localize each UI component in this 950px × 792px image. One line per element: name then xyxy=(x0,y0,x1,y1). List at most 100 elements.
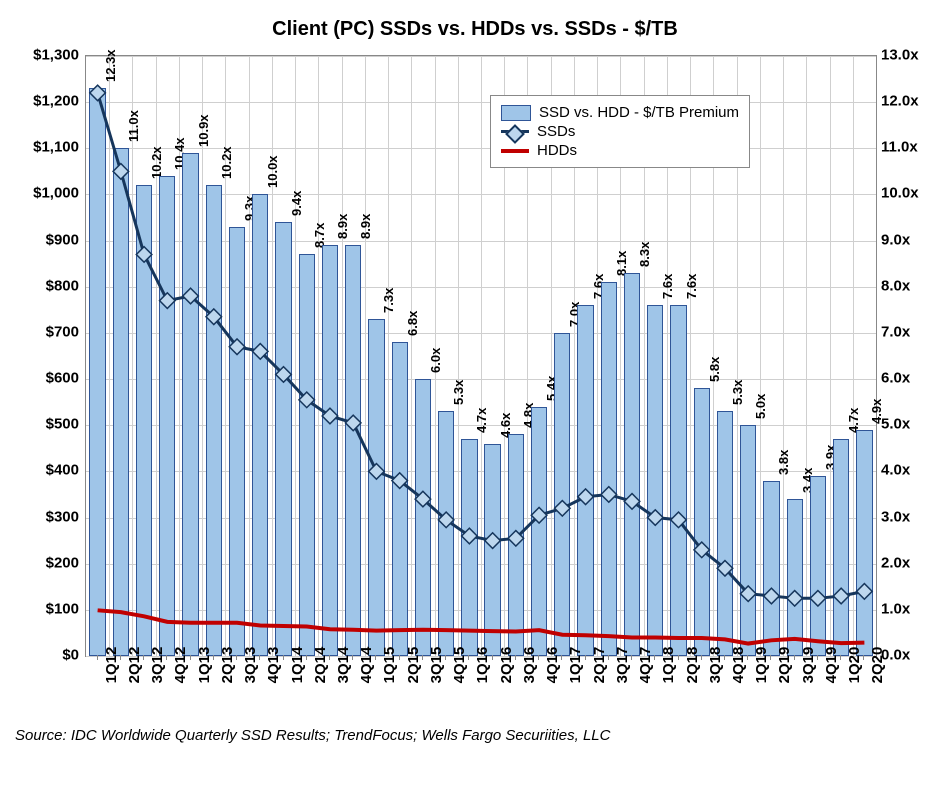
y-right-tick: 13.0x xyxy=(875,47,919,64)
bar xyxy=(787,499,803,656)
x-tick: 2Q13 xyxy=(219,647,236,684)
x-tick: 4Q12 xyxy=(172,647,189,684)
x-tick: 3Q16 xyxy=(521,647,538,684)
y-right-tick: 9.0x xyxy=(875,231,910,248)
legend: SSD vs. HDD - $/TB Premium SSDs HDDs xyxy=(490,95,750,168)
bar xyxy=(368,319,384,656)
y-right-tick: 11.0x xyxy=(875,139,918,156)
bar-label: 5.3x xyxy=(451,380,466,405)
y-left-tick: $700 xyxy=(46,323,85,340)
source-text: Source: IDC Worldwide Quarterly SSD Resu… xyxy=(15,727,610,744)
y-left-tick: $400 xyxy=(46,462,85,479)
bar xyxy=(299,254,315,656)
x-tick: 1Q19 xyxy=(753,647,770,684)
bar-label: 5.3x xyxy=(730,380,745,405)
bar xyxy=(159,176,175,656)
y-left-tick: $1,200 xyxy=(33,93,85,110)
x-tick: 4Q16 xyxy=(544,647,561,684)
y-right-tick: 10.0x xyxy=(875,185,919,202)
bar-label: 9.4x xyxy=(289,191,304,216)
y-axis-left: $0$100$200$300$400$500$600$700$800$900$1… xyxy=(0,55,85,655)
x-tick: 1Q12 xyxy=(103,647,120,684)
x-tick: 3Q19 xyxy=(800,647,817,684)
bar xyxy=(531,407,547,656)
bar-label: 6.0x xyxy=(428,348,443,373)
x-tick: 3Q12 xyxy=(149,647,166,684)
bar-label: 10.0x xyxy=(265,156,280,189)
x-tick: 2Q12 xyxy=(126,647,143,684)
x-tick: 2Q15 xyxy=(405,647,422,684)
chart-title: Client (PC) SSDs vs. HDDs vs. SSDs - $/T… xyxy=(0,0,950,41)
y-right-tick: 8.0x xyxy=(875,277,910,294)
bar xyxy=(206,185,222,656)
y-left-tick: $1,000 xyxy=(33,185,85,202)
legend-label-ssds: SSDs xyxy=(537,123,575,140)
x-tick: 2Q18 xyxy=(684,647,701,684)
bar xyxy=(252,194,268,656)
x-tick: 1Q15 xyxy=(381,647,398,684)
y-right-tick: 7.0x xyxy=(875,323,910,340)
bar xyxy=(438,411,454,656)
bar xyxy=(740,425,756,656)
y-left-tick: $100 xyxy=(46,600,85,617)
x-tick: 3Q14 xyxy=(335,647,352,684)
x-tick: 1Q17 xyxy=(567,647,584,684)
y-left-tick: $0 xyxy=(62,647,85,664)
bar xyxy=(833,439,849,656)
bar-label: 7.6x xyxy=(660,274,675,299)
x-tick: 1Q16 xyxy=(474,647,491,684)
bar-label: 12.3x xyxy=(103,50,118,83)
bar xyxy=(694,388,710,656)
bar xyxy=(647,305,663,656)
bar xyxy=(182,153,198,656)
y-left-tick: $200 xyxy=(46,554,85,571)
bar xyxy=(113,148,129,656)
bar xyxy=(136,185,152,656)
bar-label: 7.6x xyxy=(684,274,699,299)
x-tick: 4Q18 xyxy=(730,647,747,684)
x-tick: 2Q19 xyxy=(776,647,793,684)
bar-label: 4.7x xyxy=(474,408,489,433)
bar xyxy=(345,245,361,656)
y-left-tick: $900 xyxy=(46,231,85,248)
bar xyxy=(89,88,105,656)
bar xyxy=(717,411,733,656)
bar-label: 10.2x xyxy=(219,147,234,180)
bar xyxy=(624,273,640,656)
chart-container: { "title": "Client (PC) SSDs vs. HDDs vs… xyxy=(0,0,950,792)
legend-label-hdds: HDDs xyxy=(537,142,577,159)
x-tick: 2Q17 xyxy=(591,647,608,684)
x-tick: 4Q15 xyxy=(451,647,468,684)
bar xyxy=(275,222,291,656)
bar xyxy=(484,444,500,656)
x-tick: 3Q13 xyxy=(242,647,259,684)
bar xyxy=(856,430,872,656)
legend-swatch-bar xyxy=(501,105,531,121)
bar xyxy=(554,333,570,656)
y-right-tick: 3.0x xyxy=(875,508,910,525)
y-left-tick: $1,100 xyxy=(33,139,85,156)
bar xyxy=(392,342,408,656)
plot-area: 12.3x11.0x10.2x10.4x10.9x10.2x9.3x10.0x9… xyxy=(85,55,877,657)
x-tick: 1Q13 xyxy=(196,647,213,684)
bar xyxy=(461,439,477,656)
x-tick: 4Q19 xyxy=(823,647,840,684)
bar xyxy=(508,434,524,656)
bar xyxy=(415,379,431,656)
bar-label: 10.2x xyxy=(149,147,164,180)
legend-row-bar: SSD vs. HDD - $/TB Premium xyxy=(501,104,739,121)
x-tick: 4Q13 xyxy=(265,647,282,684)
y-right-tick: 1.0x xyxy=(875,600,910,617)
y-right-tick: 4.0x xyxy=(875,462,910,479)
x-tick: 3Q18 xyxy=(707,647,724,684)
y-left-tick: $800 xyxy=(46,277,85,294)
legend-label-bar: SSD vs. HDD - $/TB Premium xyxy=(539,104,739,121)
x-tick: 2Q16 xyxy=(498,647,515,684)
legend-row-hdds: HDDs xyxy=(501,142,739,159)
bar-label: 11.0x xyxy=(126,110,141,142)
bar-label: 6.8x xyxy=(405,311,420,336)
legend-row-ssds: SSDs xyxy=(501,123,739,140)
bar-label: 8.3x xyxy=(637,242,652,267)
bar xyxy=(670,305,686,656)
legend-swatch-line-ssds xyxy=(501,130,529,133)
